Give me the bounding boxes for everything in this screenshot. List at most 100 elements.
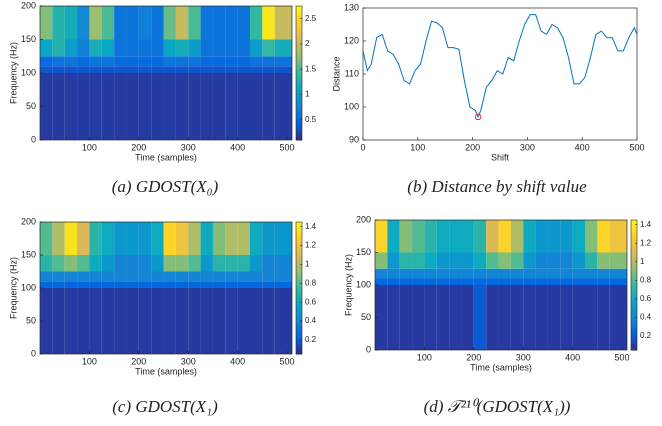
heatmap-cell: [212, 281, 226, 288]
x-axis-label: Time (samples): [135, 366, 197, 376]
heatmap-cell: [64, 222, 78, 255]
heatmap-cell: [188, 73, 201, 140]
heatmap-cell: [262, 66, 275, 73]
colorbar-segment: [296, 268, 302, 272]
heatmap-cell: [449, 252, 462, 269]
heatmap-cell: [163, 66, 176, 73]
heatmap-cell: [547, 252, 561, 269]
y-tick-label: 100: [21, 282, 36, 292]
heatmap-cell: [449, 278, 462, 285]
colorbar-segment: [631, 314, 637, 318]
colorbar-segment: [296, 274, 302, 279]
heatmap-cell: [535, 252, 548, 269]
heatmap-cell: [486, 220, 499, 253]
colorbar-segment: [296, 297, 302, 302]
x-tick-label: 200: [131, 142, 146, 152]
heatmap-cell: [40, 39, 53, 57]
heatmap-cell: [424, 278, 437, 285]
colorbar-segment: [631, 249, 637, 253]
colorbar-tick-label: 1.4: [305, 222, 317, 231]
heatmap-cell: [175, 288, 189, 354]
colorbar-segment: [296, 66, 302, 71]
heatmap-cell: [89, 39, 102, 57]
heatmap-cell: [40, 56, 53, 67]
heatmap-cell: [40, 222, 53, 255]
heatmap-cell: [64, 281, 78, 288]
colorbar-segment: [296, 314, 302, 319]
heatmap-cell: [114, 39, 127, 57]
heatmap-cell: [89, 288, 102, 354]
colorbar-segment: [631, 307, 637, 312]
heatmap-cell: [225, 56, 238, 67]
heatmap-cell: [560, 268, 573, 279]
heatmap-cell: [237, 56, 250, 67]
heatmap-cell: [597, 278, 610, 285]
colorbar-segment: [296, 16, 302, 20]
heatmap-cell: [510, 268, 524, 279]
colorbar-segment: [296, 347, 302, 352]
heatmap-cell: [212, 56, 226, 67]
heatmap-cell: [77, 288, 90, 354]
heatmap-cell: [387, 252, 400, 269]
heatmap-cell: [597, 285, 610, 350]
heatmap-cell: [572, 268, 585, 279]
heatmap-cell: [473, 252, 487, 269]
colorbar-segment: [296, 281, 302, 286]
colorbar-segment: [296, 96, 302, 101]
heatmap-cell: [498, 252, 511, 269]
heatmap-cell: [52, 281, 65, 288]
colorbar-segment: [296, 76, 302, 81]
heatmap-cell: [436, 252, 450, 269]
heatmap-cell: [250, 73, 263, 140]
heatmap-cell: [486, 268, 499, 279]
y-axis-label: Frequency (Hz): [8, 257, 18, 319]
colorbar-segment: [631, 259, 637, 263]
heatmap-cell: [510, 220, 524, 253]
heatmap-cell: [597, 268, 610, 279]
heatmap-cell: [188, 39, 201, 57]
colorbar-frame: [295, 221, 303, 355]
heatmap-cell: [486, 252, 499, 269]
colorbar-segment: [296, 327, 302, 332]
heatmap-cell: [138, 271, 152, 282]
heatmap-cell: [212, 66, 226, 73]
heatmap-cell: [151, 271, 164, 282]
colorbar-segment: [631, 272, 637, 276]
heatmap-cell: [64, 73, 78, 140]
heatmap-cell: [77, 222, 90, 255]
colorbar-segment: [296, 324, 302, 329]
colorbar-segment: [296, 49, 302, 54]
colorbar-tick-label: 0.4: [640, 313, 652, 322]
heatmap-cell: [126, 66, 139, 73]
heatmap-cell: [375, 220, 388, 253]
colorbar-segment: [296, 73, 302, 77]
heatmap-cell: [200, 222, 213, 255]
heatmap-cell: [77, 73, 90, 140]
heatmap-cell: [52, 271, 65, 282]
heatmap-cell: [138, 56, 152, 67]
heatmap-cell: [64, 66, 78, 73]
heatmap-cell: [375, 252, 388, 269]
heatmap-cell: [163, 222, 176, 255]
x-tick-label: 200: [465, 142, 480, 152]
colorbar-segment: [296, 284, 302, 289]
heatmap-cell: [572, 252, 585, 269]
heatmap-cell: [262, 255, 275, 272]
y-axis-label: Distance: [331, 56, 341, 91]
heatmap-cell: [609, 268, 627, 279]
heatmap-cell: [510, 252, 524, 269]
y-tick-label: 200: [21, 216, 36, 226]
x-tick-label: 400: [575, 142, 590, 152]
heatmap-cell: [40, 271, 53, 282]
heatmap-cell: [175, 56, 189, 67]
colorbar-segment: [296, 29, 302, 34]
colorbar-segment: [296, 103, 302, 107]
heatmap-cell: [535, 285, 548, 350]
x-tick-label: 300: [181, 142, 196, 152]
colorbar-segment: [631, 291, 637, 296]
colorbar-segment: [631, 236, 637, 240]
heatmap-cell: [89, 271, 102, 282]
heatmap-cell: [225, 6, 238, 40]
y-tick-label: 100: [21, 67, 36, 77]
